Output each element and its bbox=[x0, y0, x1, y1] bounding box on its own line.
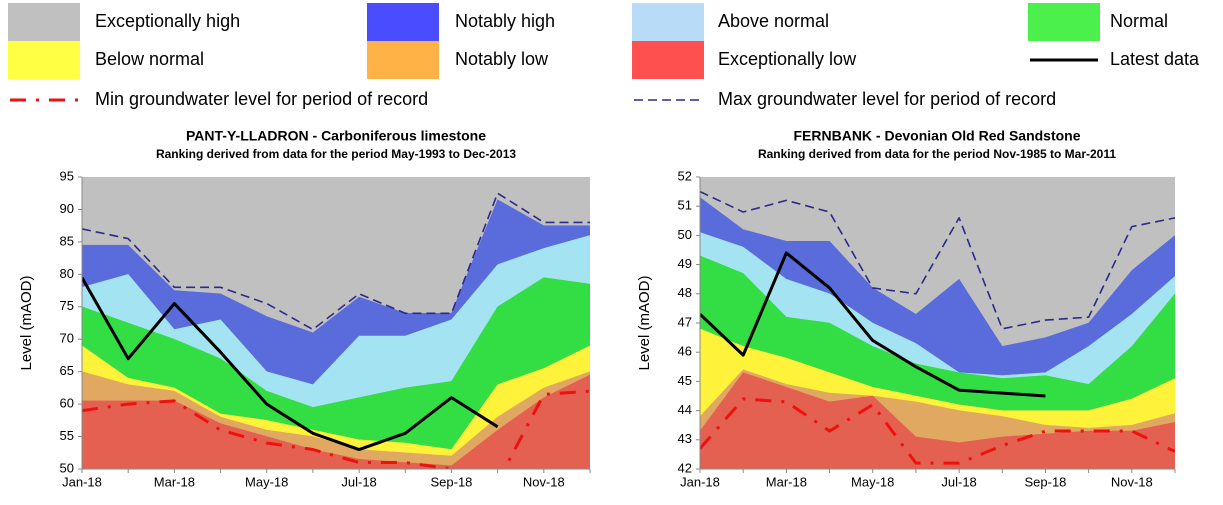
y-tick-label: 42 bbox=[678, 460, 692, 475]
legend-swatch bbox=[632, 41, 704, 79]
series-line bbox=[700, 190, 1175, 330]
series-line bbox=[82, 389, 590, 469]
legend-label: Normal bbox=[1110, 11, 1168, 31]
y-tick-label: 45 bbox=[678, 373, 692, 388]
band-area bbox=[700, 372, 1175, 469]
x-tick-label: Nov-18 bbox=[1111, 474, 1153, 489]
legend-label: Notably high bbox=[455, 11, 555, 31]
chart: FERNBANK - Devonian Old Red Sandstone Ran… bbox=[636, 128, 1176, 489]
x-tick-label: Nov-18 bbox=[523, 474, 565, 489]
x-tick-label: Jan-18 bbox=[62, 474, 102, 489]
y-tick-label: 55 bbox=[60, 428, 74, 443]
y-axis-label: Level (mAOD) bbox=[18, 275, 35, 370]
plot-area bbox=[700, 177, 1175, 469]
y-tick-label: 49 bbox=[678, 256, 692, 271]
series-line bbox=[82, 276, 499, 452]
chart-title: FERNBANK - Devonian Old Red Sandstone bbox=[793, 128, 1080, 144]
x-tick-label: Mar-18 bbox=[766, 474, 807, 489]
y-tick-label: 47 bbox=[678, 314, 692, 329]
chart-title: PANT-Y-LLADRON - Carboniferous limestone bbox=[186, 128, 486, 144]
y-tick-label: 95 bbox=[60, 168, 74, 183]
series-line bbox=[700, 251, 1046, 398]
x-tick-label: Jan-18 bbox=[680, 474, 720, 489]
y-tick-label: 65 bbox=[60, 363, 74, 378]
legend-label: Exceptionally high bbox=[95, 11, 240, 31]
legend-label: Exceptionally low bbox=[718, 49, 857, 69]
y-tick-label: 44 bbox=[678, 402, 692, 417]
chart-subtitle: Ranking derived from data for the period… bbox=[758, 147, 1116, 161]
legend-swatch bbox=[367, 41, 439, 79]
series-line bbox=[700, 397, 1175, 465]
legend-swatch bbox=[632, 3, 704, 41]
series-line bbox=[82, 192, 590, 331]
legend-label: Below normal bbox=[95, 49, 204, 69]
band-area bbox=[82, 374, 590, 469]
legend-swatch bbox=[1028, 3, 1100, 41]
legend-label: Max groundwater level for period of reco… bbox=[718, 89, 1056, 109]
y-tick-label: 85 bbox=[60, 233, 74, 248]
x-tick-label: Sep-18 bbox=[1024, 474, 1066, 489]
legend-label: Notably low bbox=[455, 49, 549, 69]
x-tick-label: May-18 bbox=[851, 474, 894, 489]
y-tick-label: 46 bbox=[678, 344, 692, 359]
y-axis-label: Level (mAOD) bbox=[636, 275, 653, 370]
y-tick-label: 52 bbox=[678, 168, 692, 183]
legend-swatch bbox=[8, 3, 80, 41]
y-tick-label: 50 bbox=[678, 227, 692, 242]
y-tick-label: 50 bbox=[60, 460, 74, 475]
y-tick-label: 90 bbox=[60, 201, 74, 216]
plot-area bbox=[82, 177, 590, 469]
y-tick-label: 75 bbox=[60, 298, 74, 313]
legend-swatch bbox=[8, 41, 80, 79]
y-tick-label: 48 bbox=[678, 285, 692, 300]
legend-label: Latest data bbox=[1110, 49, 1200, 69]
legend-swatch bbox=[367, 3, 439, 41]
x-tick-label: Jul-18 bbox=[941, 474, 976, 489]
y-tick-label: 60 bbox=[60, 396, 74, 411]
chart-subtitle: Ranking derived from data for the period… bbox=[156, 147, 516, 161]
x-tick-label: Jul-18 bbox=[341, 474, 376, 489]
y-tick-label: 43 bbox=[678, 431, 692, 446]
y-tick-label: 70 bbox=[60, 331, 74, 346]
y-tick-label: 80 bbox=[60, 266, 74, 281]
legend-label: Above normal bbox=[718, 11, 829, 31]
chart: PANT-Y-LLADRON - Carboniferous limestone… bbox=[18, 128, 591, 489]
legend-label: Min groundwater level for period of reco… bbox=[95, 89, 428, 109]
x-tick-label: Mar-18 bbox=[154, 474, 195, 489]
x-tick-label: May-18 bbox=[245, 474, 288, 489]
x-tick-label: Sep-18 bbox=[430, 474, 472, 489]
y-tick-label: 51 bbox=[678, 198, 692, 213]
